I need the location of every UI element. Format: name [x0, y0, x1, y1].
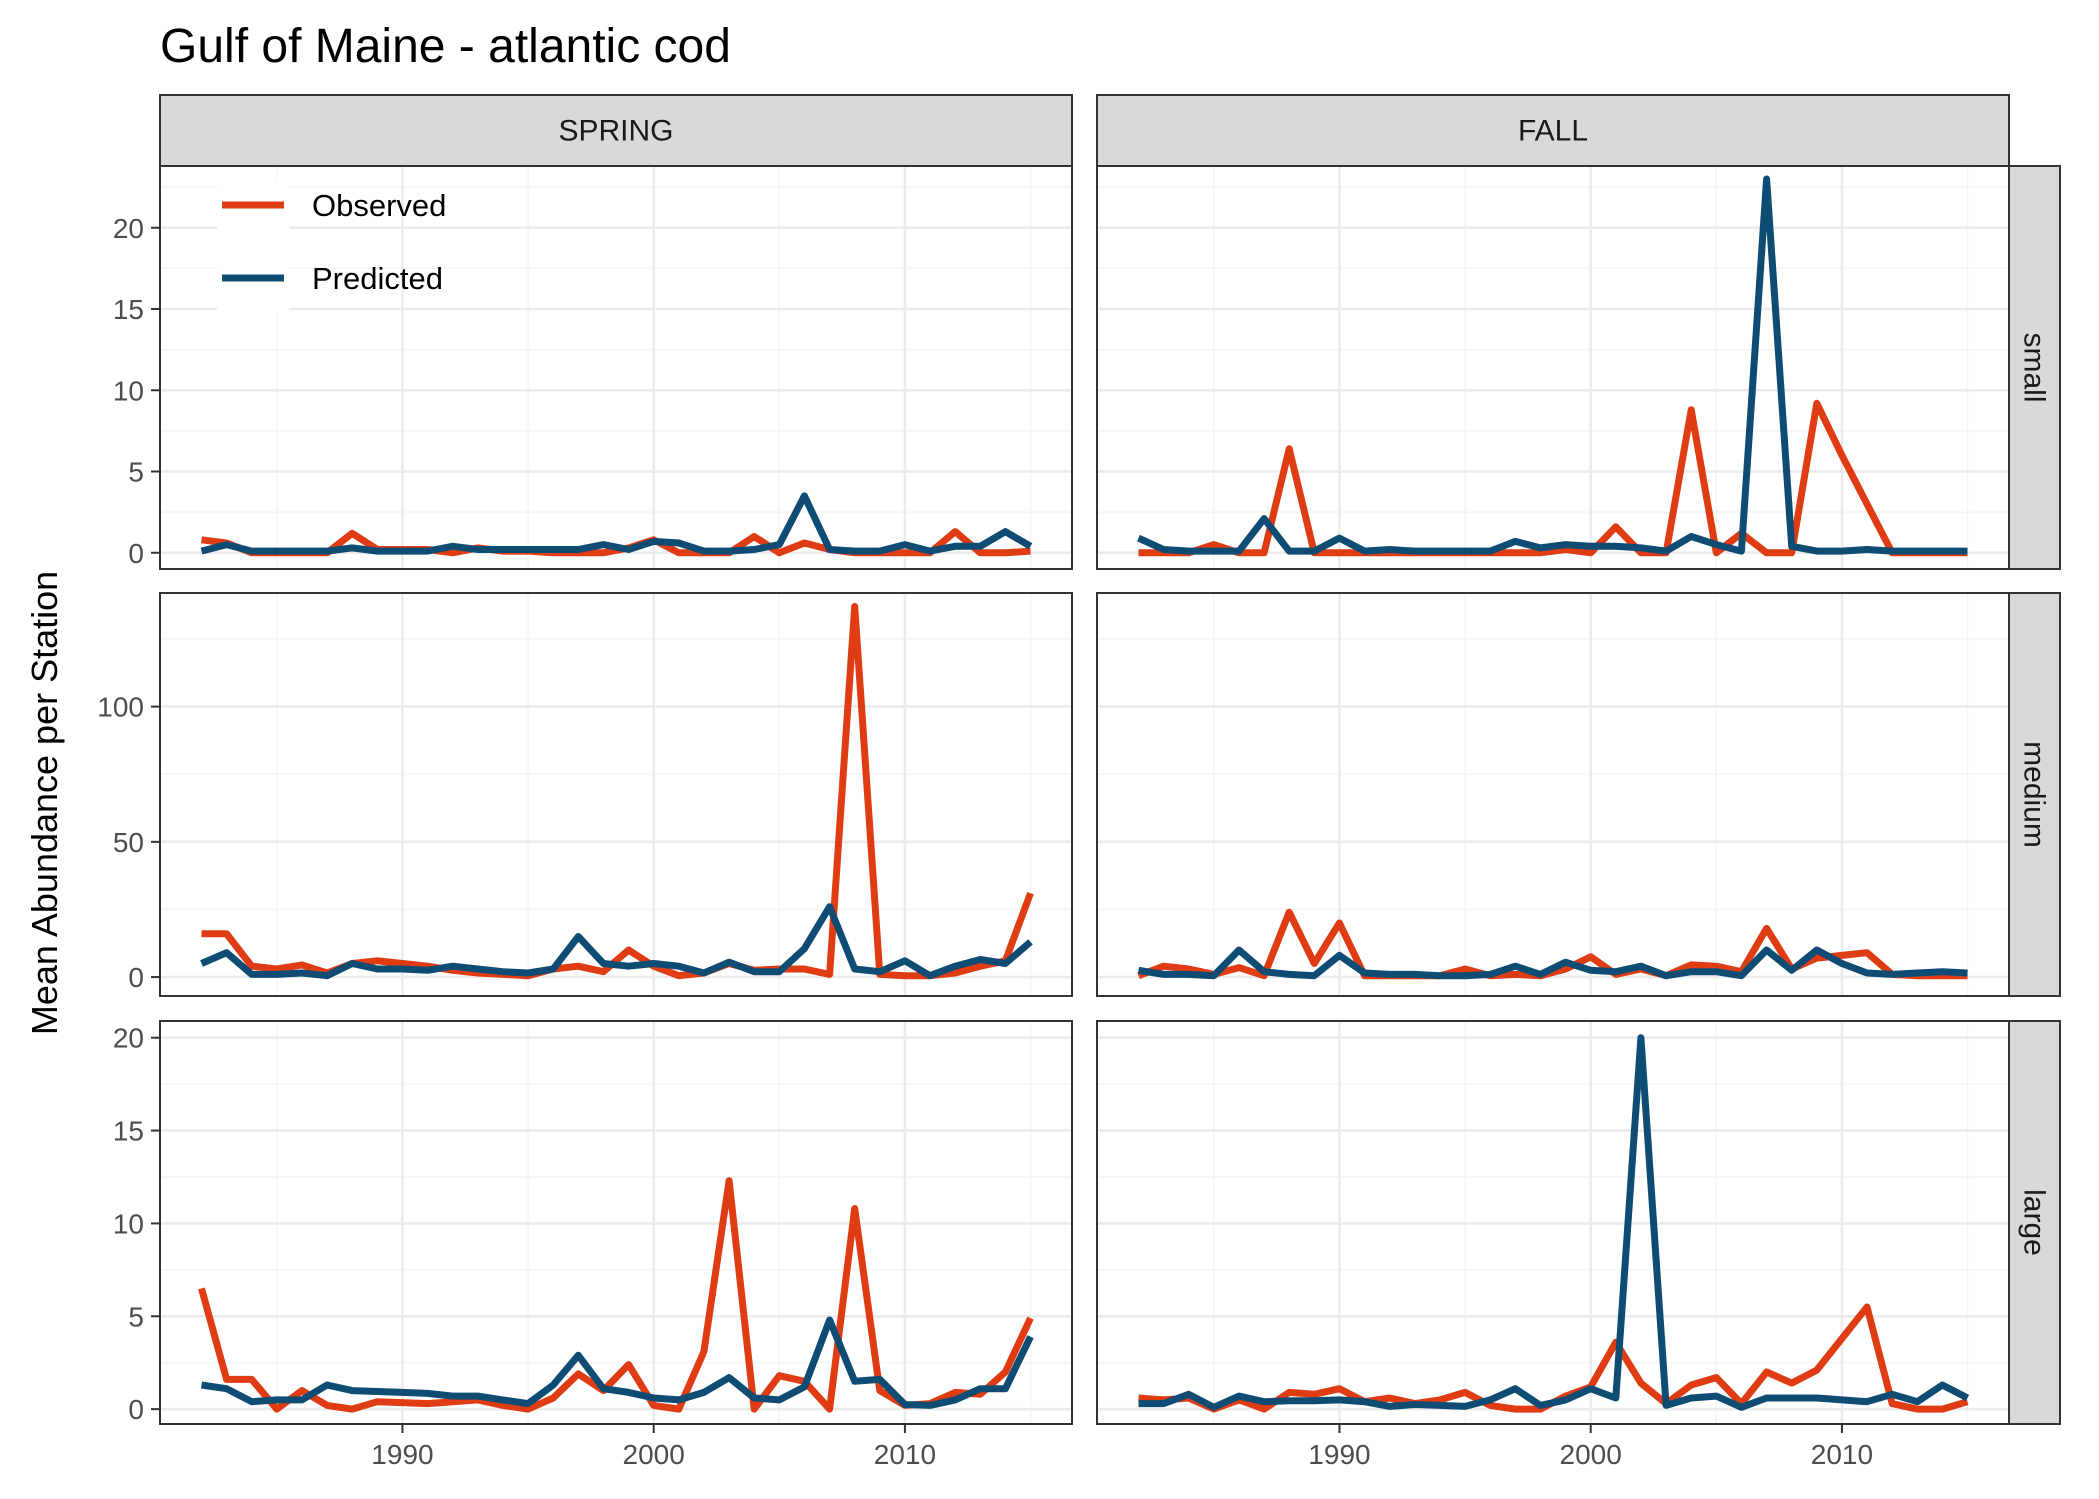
y-tick-label: 5	[128, 457, 144, 488]
x-tick-label: 1990	[1308, 1439, 1370, 1470]
y-tick-label: 5	[128, 1301, 144, 1332]
x-axes: 1990 2000 2010 1990 2000 2010	[371, 1424, 1873, 1470]
row-strip-small	[2008, 165, 2061, 570]
gridlines	[160, 593, 1072, 996]
series-line-predicted	[200, 903, 1033, 980]
panel-background	[1097, 593, 2009, 996]
row-strip-medium	[2008, 592, 2061, 997]
row-strips: small medium large	[2008, 165, 2061, 1425]
legend-label-predicted: Predicted	[312, 261, 443, 296]
y-tick-label: 0	[128, 538, 144, 569]
panel-background	[160, 166, 1072, 569]
row-strip-label-large: large	[2018, 1189, 2051, 1256]
legend-background	[217, 180, 289, 312]
gridlines	[1097, 1021, 2009, 1424]
panel-border	[1096, 165, 2010, 570]
panel-spring-large	[159, 1020, 1073, 1425]
chart-title: Gulf of Maine - atlantic cod	[160, 20, 731, 73]
y-axis-label: Mean Abundance per Station	[24, 571, 65, 1035]
y-axes: 0 5 10 15 20 0 50 100 0 5 10 15 20	[97, 213, 160, 1425]
panel-border	[159, 165, 1073, 570]
column-strip-spring	[159, 94, 1073, 167]
y-tick-label: 20	[113, 213, 144, 244]
column-strip-label-fall: FALL	[1518, 115, 1588, 148]
x-tick-label: 1990	[371, 1439, 433, 1470]
y-tick-label: 10	[113, 375, 144, 406]
y-tick-label: 10	[113, 1208, 144, 1239]
x-tick-label: 2000	[1560, 1439, 1622, 1470]
x-tick-label: 2000	[623, 1439, 685, 1470]
y-tick-label: 100	[97, 692, 144, 723]
legend-label-observed: Observed	[312, 188, 446, 223]
panel-spring-medium	[159, 592, 1073, 997]
legend: Observed Predicted	[217, 180, 446, 312]
series-line-observed	[1138, 399, 1968, 557]
panel-border	[1096, 592, 2010, 997]
column-strip-label-spring: SPRING	[558, 115, 673, 148]
y-tick-label: 0	[128, 1394, 144, 1425]
panel-border	[1096, 1020, 2010, 1425]
column-strip-fall	[1096, 94, 2010, 167]
series-line-predicted	[1137, 946, 1968, 980]
y-tick-label: 50	[113, 827, 144, 858]
x-tick-label: 2010	[1811, 1439, 1873, 1470]
series-line-predicted	[200, 492, 1033, 555]
panel-fall-medium	[1096, 592, 2010, 997]
gridlines	[160, 1021, 1072, 1424]
row-strip-label-medium: medium	[2018, 741, 2051, 848]
y-tick-label: 15	[113, 294, 144, 325]
y-tick-label: 0	[128, 962, 144, 993]
panel-background	[160, 593, 1072, 996]
panel-spring-small	[159, 165, 1073, 570]
series-line-predicted	[1138, 1034, 1970, 1411]
series-line-predicted	[1137, 175, 1968, 555]
row-strip-label-small: small	[2018, 332, 2051, 402]
panels	[159, 165, 2010, 1425]
series-line-observed	[198, 1177, 1034, 1413]
x-tick-label: 2010	[874, 1439, 936, 1470]
gridlines	[160, 166, 1072, 569]
column-strips: SPRING FALL	[159, 94, 2010, 167]
row-strip-large	[2008, 1020, 2061, 1425]
panel-border	[159, 592, 1073, 997]
panel-fall-large	[1096, 1020, 2010, 1425]
series-line-predicted	[200, 1316, 1034, 1409]
panel-background	[1097, 166, 2009, 569]
panel-fall-small	[1096, 165, 2010, 570]
y-tick-label: 20	[113, 1023, 144, 1054]
y-tick-label: 15	[113, 1116, 144, 1147]
